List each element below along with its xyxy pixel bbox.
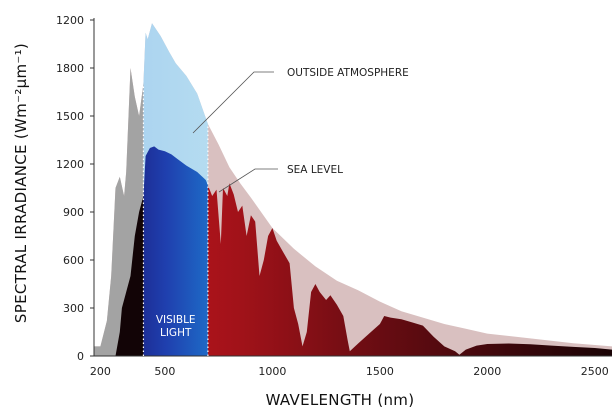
x-axis: 200 500 1000 1500 2000 2500 [90,355,612,378]
y-tick-label: 1500 [56,110,84,123]
x-tick-label: 2000 [473,365,501,378]
x-tick-label: 500 [154,365,175,378]
outside-atmosphere-label: OUTSIDE ATMOSPHERE [287,67,409,79]
x-axis-title: WAVELENGTH (nm) [266,391,415,409]
y-tick-label: 600 [63,254,84,267]
x-tick-label: 1000 [258,365,286,378]
x-tick-label: 2500 [581,365,609,378]
y-tick-label: 1200 [56,158,84,171]
chart-areas [94,23,612,356]
sea-level-annotation: SEA LEVEL [218,164,343,193]
visible-light-band: VISIBLE LIGHT [142,84,209,356]
y-tick-label: 300 [63,302,84,315]
visible-label-line-2: LIGHT [160,327,192,339]
visible-label-line-1: VISIBLE [156,314,196,326]
y-tick-label: 1200 [56,14,84,27]
sea-level-leader-line [218,168,278,193]
y-axis-title: SPECTRAL IRRADIANCE (Wm⁻²µm⁻¹) [12,43,30,323]
outside-atmosphere-leader-line [192,71,274,134]
sea-level-uv-area [115,195,144,356]
sea-level-label: SEA LEVEL [287,164,343,176]
y-tick-label: 900 [63,206,84,219]
x-tick-label: 1500 [366,365,394,378]
sea-level-visible-area [143,146,208,356]
outside-atmosphere-annotation: OUTSIDE ATMOSPHERE [192,67,409,134]
y-tick-label: 1800 [56,62,84,75]
sea-level-infrared-area [207,183,612,356]
x-tick-label: 200 [90,365,111,378]
y-tick-label: 0 [77,350,84,363]
y-axis: 0 300 600 900 1200 1500 1800 1200 [56,14,95,363]
